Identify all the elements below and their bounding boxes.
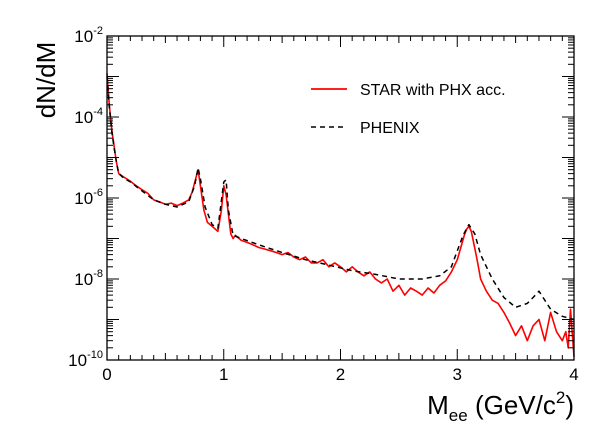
x-tick-label: 4 bbox=[569, 365, 578, 384]
y-tick-label: 10-2 bbox=[74, 25, 103, 46]
x-axis-title-sup: 2 bbox=[556, 388, 565, 407]
series-line-phenix bbox=[106, 76, 575, 321]
series-line-star bbox=[106, 73, 575, 357]
legend-label-phenix: PHENIX bbox=[360, 120, 420, 137]
y-tick-label: 10-4 bbox=[74, 106, 103, 127]
x-tick-label: 3 bbox=[453, 365, 462, 384]
series-layer bbox=[106, 73, 575, 357]
legend-label-star: STAR with PHX acc. bbox=[360, 82, 506, 99]
x-axis-title-end: ) bbox=[565, 390, 574, 420]
x-tick-label: 1 bbox=[219, 365, 228, 384]
legend: STAR with PHX acc. PHENIX bbox=[311, 82, 506, 137]
y-tick-label: 10-10 bbox=[68, 349, 103, 370]
x-axis-title-sub: ee bbox=[449, 406, 468, 425]
x-tick-label: 0 bbox=[102, 365, 111, 384]
y-axis-title: dN/dM bbox=[31, 42, 61, 119]
ticks-layer: 0 1 2 3 4 10-10 10-8 10-6 10-4 10-2 bbox=[68, 25, 579, 384]
y-tick-label: 10-6 bbox=[74, 187, 103, 208]
y-tick-label: 10-8 bbox=[74, 268, 103, 289]
x-axis-title-base: M bbox=[427, 390, 449, 420]
x-axis-title-rest: (GeV/c bbox=[468, 390, 556, 420]
x-axis-title: Mee (GeV/c2) bbox=[427, 388, 574, 425]
x-tick-label: 2 bbox=[336, 365, 345, 384]
